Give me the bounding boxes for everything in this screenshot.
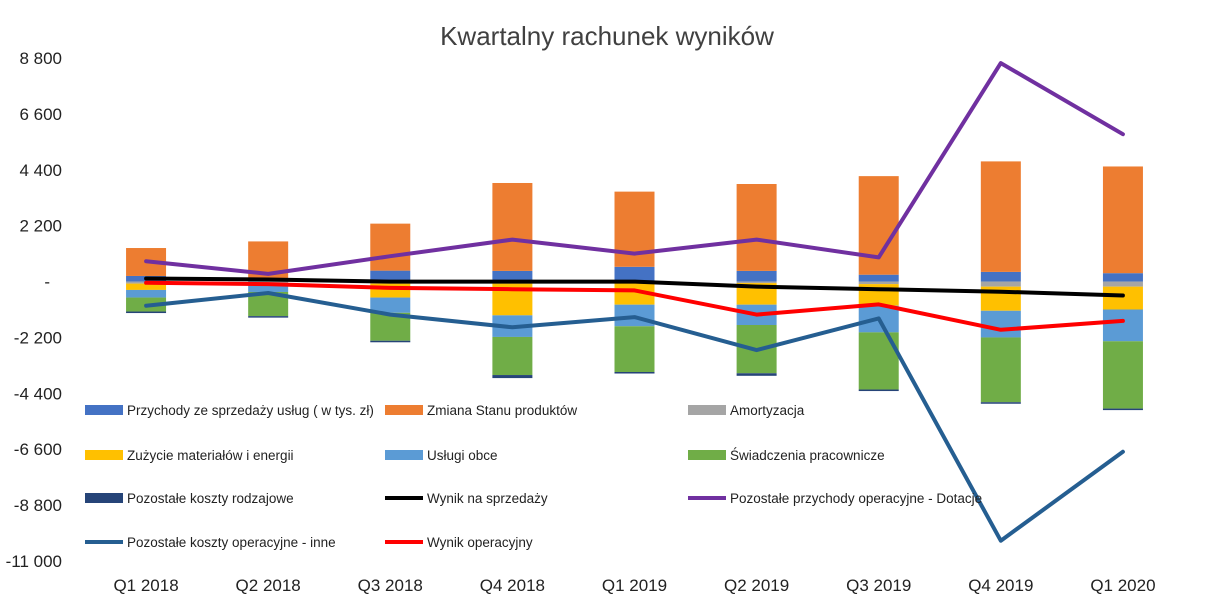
bar-uslugi-obce-q2-2018	[248, 285, 289, 292]
bar-przychody-ze-sprzedazy-uslug-w-tys-zl-q3-2018	[370, 270, 411, 282]
x-tick-label: Q1 2019	[602, 576, 667, 595]
legend-swatch	[85, 405, 123, 415]
legend-item-zmiana-stanu-produktow: Zmiana Stanu produktów	[385, 403, 577, 418]
bar-uslugi-obce-q3-2018	[370, 297, 411, 313]
y-tick-label: -2 200	[14, 328, 62, 347]
legend-item-pozostale-koszty-rodzajowe: Pozostałe koszty rodzajowe	[85, 491, 294, 506]
legend-label: Wynik na sprzedaży	[427, 491, 548, 506]
legend-item-pozostale-koszty-operacyjne-inne: Pozostałe koszty operacyjne - inne	[85, 535, 336, 550]
y-tick-label: -4 400	[14, 384, 62, 403]
legend-label: Przychody ze sprzedaży usług ( w tys. zł…	[127, 403, 374, 418]
bar-pozostale-koszty-rodzajowe-q2-2018	[248, 316, 289, 318]
legend-label: Zmiana Stanu produktów	[427, 403, 577, 418]
bar-uslugi-obce-q1-2018	[126, 289, 167, 298]
legend-label: Zużycie materiałów i energii	[127, 448, 294, 463]
legend-item-wynik-na-sprzedazy: Wynik na sprzedaży	[385, 491, 548, 506]
x-tick-label: Q2 2018	[236, 576, 301, 595]
bar-amortyzacja-q4-2019	[980, 281, 1021, 287]
line-pozostale-koszty-operacyjne-inne	[144, 291, 1125, 543]
bar-zmiana-stanu-produktow-q3-2018	[370, 223, 411, 271]
legend-swatch	[688, 405, 726, 415]
x-tick-label: Q3 2019	[846, 576, 911, 595]
y-axis: 8 800 6 600 4 400 2 200 - -2 200 -4 400 -6 600 -…	[6, 49, 62, 571]
bar-zuzycie-materialow-i-energii-q1-2018	[126, 283, 167, 290]
y-tick-label: 4 400	[19, 161, 62, 180]
lines-layer	[144, 61, 1125, 543]
bar-uslugi-obce-q1-2020	[1102, 309, 1143, 342]
legend-item-uslugi-obce: Usługi obce	[385, 448, 498, 463]
legend-label: Usługi obce	[427, 448, 498, 463]
bar-pozostale-koszty-rodzajowe-q3-2019	[858, 389, 899, 392]
legend-swatch	[85, 450, 123, 460]
x-tick-label: Q4 2018	[480, 576, 545, 595]
bar-zmiana-stanu-produktow-q3-2019	[858, 176, 899, 275]
y-tick-label: -8 800	[14, 496, 62, 515]
legend-label: Świadczenia pracownicze	[730, 448, 885, 463]
bar-zmiana-stanu-produktow-q4-2019	[980, 161, 1021, 272]
legend-label: Pozostałe przychody operacyjne - Dotacje	[730, 491, 982, 506]
line-wynik-na-sprzedazy	[144, 276, 1125, 298]
legend: Przychody ze sprzedaży usług ( w tys. zł…	[85, 403, 982, 550]
line-pozostale-przychody-operacyjne-dotacje	[144, 61, 1125, 276]
legend-label: Wynik operacyjny	[427, 535, 533, 550]
legend-label: Pozostałe koszty rodzajowe	[127, 491, 294, 506]
line-wynik-operacyjny	[144, 280, 1125, 332]
bar-swiadczenia-pracownicze-q1-2019	[614, 326, 655, 372]
bar-amortyzacja-q2-2019	[736, 281, 777, 284]
y-tick-label: -6 600	[14, 440, 62, 459]
legend-label: Pozostałe koszty operacyjne - inne	[127, 535, 336, 550]
legend-item-zuzycie-materialow-i-energii: Zużycie materiałów i energii	[85, 448, 294, 463]
bar-swiadczenia-pracownicze-q1-2020	[1102, 341, 1143, 409]
bar-przychody-ze-sprzedazy-uslug-w-tys-zl-q4-2019	[980, 271, 1021, 282]
bar-zmiana-stanu-produktow-q1-2020	[1102, 166, 1143, 274]
legend-item-wynik-operacyjny: Wynik operacyjny	[385, 535, 533, 550]
legend-swatch	[385, 405, 423, 415]
bar-przychody-ze-sprzedazy-uslug-w-tys-zl-q4-2018	[492, 270, 533, 282]
bar-amortyzacja-q1-2020	[1102, 281, 1143, 287]
bar-uslugi-obce-q4-2019	[980, 310, 1021, 338]
legend-item-swiadczenia-pracownicze: Świadczenia pracownicze	[688, 448, 885, 463]
bar-pozostale-koszty-rodzajowe-q4-2019	[980, 402, 1021, 404]
legend-item-pozostale-przychody-operacyjne-dotacje: Pozostałe przychody operacyjne - Dotacje	[688, 491, 982, 506]
y-tick-label: 8 800	[19, 49, 62, 68]
y-tick-label: -11 000	[6, 552, 62, 571]
bar-pozostale-koszty-rodzajowe-q1-2020	[1102, 408, 1143, 411]
bar-zmiana-stanu-produktow-q2-2019	[736, 184, 777, 271]
bar-przychody-ze-sprzedazy-uslug-w-tys-zl-q2-2019	[736, 270, 777, 282]
y-tick-label: -	[44, 273, 50, 292]
bar-swiadczenia-pracownicze-q4-2018	[492, 336, 533, 376]
y-tick-label: 6 600	[19, 105, 62, 124]
x-tick-label: Q3 2018	[358, 576, 423, 595]
bar-amortyzacja-q3-2019	[858, 281, 899, 285]
bar-przychody-ze-sprzedazy-uslug-w-tys-zl-q1-2020	[1102, 273, 1143, 282]
legend-swatch	[85, 493, 123, 503]
x-tick-label: Q2 2019	[724, 576, 789, 595]
x-tick-label: Q1 2020	[1090, 576, 1155, 595]
bar-przychody-ze-sprzedazy-uslug-w-tys-zl-q3-2019	[858, 274, 899, 282]
chart-title: Kwartalny rachunek wyników	[440, 21, 774, 51]
bar-pozostale-koszty-rodzajowe-q1-2019	[614, 371, 655, 374]
x-tick-label: Q4 2019	[968, 576, 1033, 595]
bar-pozostale-koszty-rodzajowe-q4-2018	[492, 375, 533, 379]
bar-przychody-ze-sprzedazy-uslug-w-tys-zl-q1-2019	[614, 266, 655, 282]
bar-zmiana-stanu-produktow-q4-2018	[492, 182, 533, 271]
bar-pozostale-koszty-rodzajowe-q2-2019	[736, 373, 777, 376]
y-tick-label: 2 200	[19, 217, 62, 236]
bar-zuzycie-materialow-i-energii-q1-2020	[1102, 286, 1143, 310]
legend-item-przychody-ze-sprzedazy-uslug-w-tys-zl: Przychody ze sprzedaży usług ( w tys. zł…	[85, 403, 374, 418]
bar-pozostale-koszty-rodzajowe-q1-2018	[126, 311, 167, 314]
legend-swatch	[688, 450, 726, 460]
bar-swiadczenia-pracownicze-q4-2019	[980, 337, 1021, 403]
x-tick-label: Q1 2018	[113, 576, 178, 595]
legend-item-amortyzacja: Amortyzacja	[688, 403, 805, 418]
bar-pozostale-koszty-rodzajowe-q3-2018	[370, 340, 411, 343]
x-axis: Q1 2018 Q2 2018 Q3 2018 Q4 2018 Q1 2019 Q2 20…	[113, 576, 1155, 595]
legend-label: Amortyzacja	[730, 403, 805, 418]
legend-swatch	[385, 450, 423, 460]
